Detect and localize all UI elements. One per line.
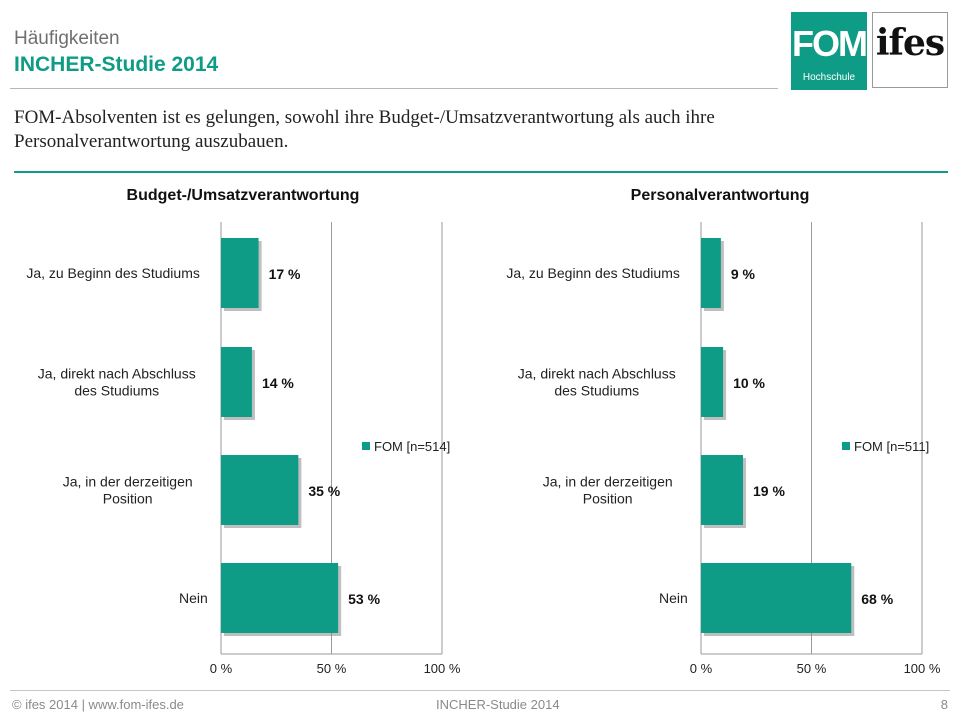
value-label: 9 % — [731, 266, 756, 282]
category-label-line: Nein — [179, 590, 208, 606]
value-label: 19 % — [753, 483, 785, 499]
fom-logo-subtext: Hochschule — [802, 72, 856, 83]
value-label: 10 % — [733, 375, 765, 391]
ifes-logo: ifes — [872, 12, 948, 88]
ifes-logo-text: ifes — [875, 22, 945, 64]
category-label-line: Ja, zu Beginn des Studiums — [506, 265, 680, 281]
footer-divider — [10, 690, 950, 691]
bar — [701, 238, 721, 308]
category-label-line: Ja, in der derzeitigen — [63, 474, 193, 490]
category-label-line: des Studiums — [74, 383, 159, 399]
category-label: Ja, in der derzeitigen Position — [63, 474, 193, 507]
legend: FOM [n=511] — [842, 439, 929, 454]
content-divider — [14, 171, 948, 173]
page-number: 8 — [940, 697, 948, 712]
category-label-line: Ja, zu Beginn des Studiums — [26, 265, 200, 281]
value-label: 53 % — [348, 591, 380, 607]
header-category: Häufigkeiten — [14, 28, 120, 49]
legend: FOM [n=514] — [362, 439, 450, 454]
chart-title: Budget-/Umsatzverantwortung — [127, 187, 360, 204]
bar — [221, 455, 299, 525]
slide-subtitle: FOM-Absolventen ist es gelungen, sowohl … — [14, 107, 715, 152]
value-label: 14 % — [262, 375, 294, 391]
x-tick-label: 50 % — [797, 661, 827, 676]
bar — [221, 347, 252, 417]
category-label: Ja, zu Beginn des Studiums — [26, 265, 200, 281]
value-label: 17 % — [269, 266, 301, 282]
fom-logo: FOM Hochschule — [791, 12, 868, 90]
bar — [701, 563, 852, 633]
category-label-line: Position — [103, 491, 153, 507]
category-label-line: Nein — [659, 590, 688, 606]
bar — [701, 347, 724, 417]
legend-swatch — [362, 442, 370, 450]
legend-swatch — [842, 442, 850, 450]
category-label: Ja, direkt nach Abschluss des Studiums — [38, 366, 196, 399]
category-label-line: des Studiums — [554, 383, 639, 399]
bar — [221, 563, 339, 633]
bar-chart-2: Personalverantwortung 0 % 50 % 100 % 9 % Ja, … — [506, 187, 941, 676]
x-tick-label: 0 % — [690, 661, 713, 676]
x-tick-label: 100 % — [904, 661, 941, 676]
legend-label: FOM [n=514] — [374, 439, 450, 454]
category-label-line: Position — [583, 491, 633, 507]
bar — [701, 455, 743, 525]
category-label: Ja, in der derzeitigen Position — [543, 474, 673, 507]
legend-label: FOM [n=511] — [854, 439, 929, 454]
category-label: Nein — [179, 590, 208, 606]
footer-study-name: INCHER-Studie 2014 — [436, 697, 560, 712]
category-label-line: Ja, direkt nach Abschluss — [38, 366, 196, 382]
category-label: Ja, zu Beginn des Studiums — [506, 265, 680, 281]
x-tick-label: 0 % — [210, 661, 233, 676]
value-label: 35 % — [308, 483, 340, 499]
category-label-line: Ja, in der derzeitigen — [543, 474, 673, 490]
value-label: 68 % — [861, 591, 893, 607]
x-tick-label: 100 % — [424, 661, 461, 676]
chart-title: Personalverantwortung — [631, 187, 810, 204]
bar — [221, 238, 259, 308]
fom-logo-text: FOM — [792, 23, 868, 64]
footer-copyright: © ifes 2014 | www.fom-ifes.de — [12, 697, 184, 712]
bar-chart-1: Budget-/Umsatzverantwortung 0 % 50 % 100 % 1… — [26, 187, 461, 676]
header-divider — [10, 88, 778, 89]
category-label-line: Ja, direkt nach Abschluss — [518, 366, 676, 382]
category-label: Ja, direkt nach Abschluss des Studiums — [518, 366, 676, 399]
charts-canvas: Budget-/Umsatzverantwortung 0 % 50 % 100 % 1… — [26, 187, 941, 676]
header-study-title: INCHER-Studie 2014 — [14, 53, 219, 76]
category-label: Nein — [659, 590, 688, 606]
x-tick-label: 50 % — [317, 661, 347, 676]
